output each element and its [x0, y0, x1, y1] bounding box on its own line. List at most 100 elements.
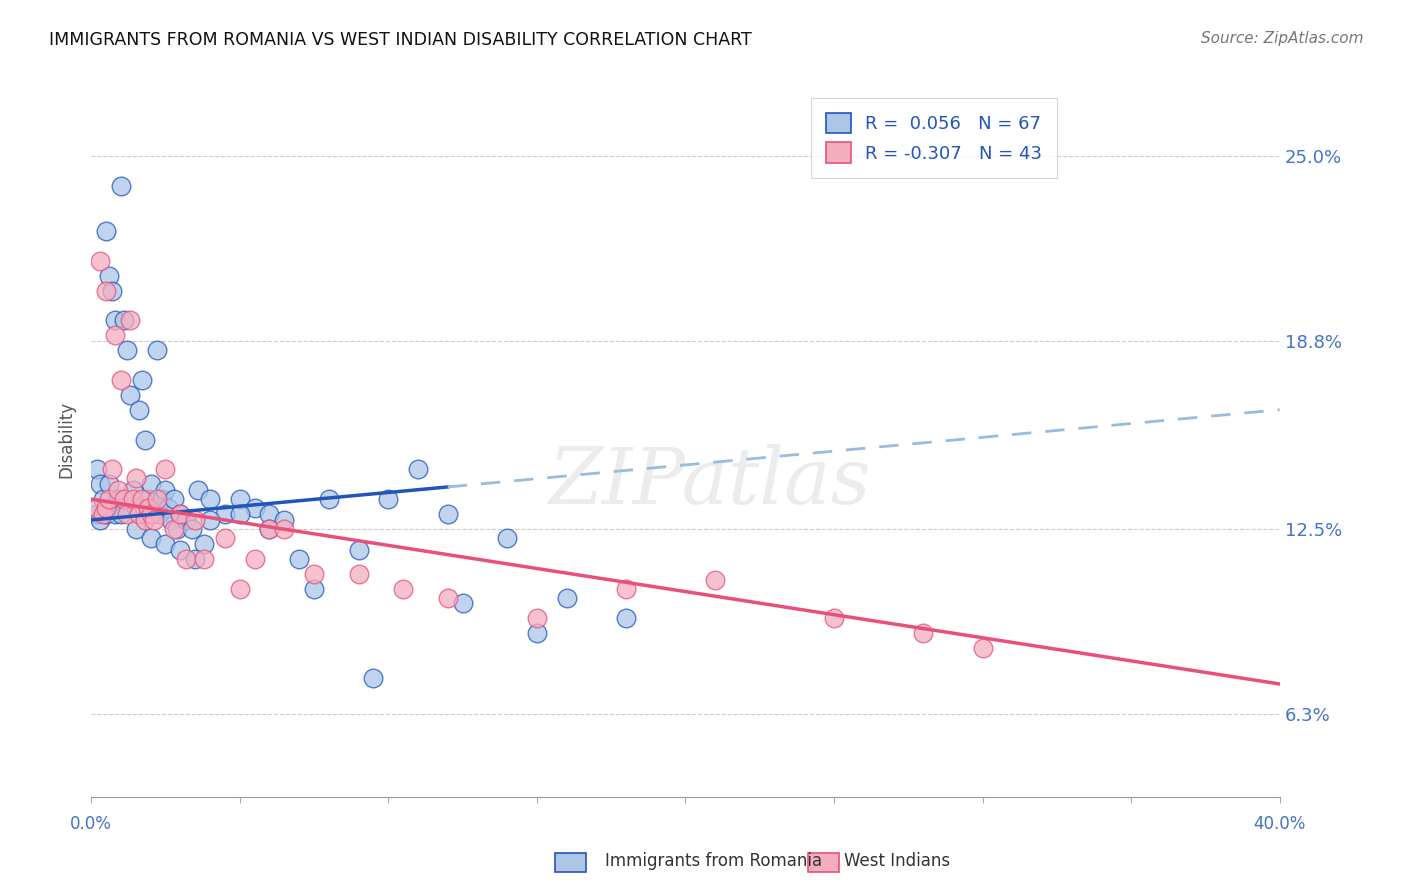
Point [214, 507, 236, 521]
Point [614, 611, 637, 625]
Point [91, 507, 114, 521]
Point [89, 477, 111, 491]
Point [273, 522, 295, 536]
Point [198, 513, 221, 527]
Point [377, 492, 399, 507]
Point [228, 507, 250, 521]
Point [98, 477, 121, 491]
Point [259, 507, 281, 521]
Point [94, 501, 117, 516]
Point [166, 522, 188, 536]
Point [125, 501, 148, 516]
Point [169, 542, 191, 557]
Point [436, 507, 458, 521]
Point [128, 402, 150, 417]
Point [823, 611, 845, 625]
Point [145, 343, 167, 358]
Point [302, 582, 325, 596]
Point [110, 179, 132, 194]
Point [451, 597, 474, 611]
Point [136, 501, 159, 516]
Point [104, 313, 127, 327]
Legend: R =  0.056   N = 67, R = -0.307   N = 43: R = 0.056 N = 67, R = -0.307 N = 43 [811, 98, 1057, 178]
Point [86, 501, 108, 516]
Point [91, 492, 114, 507]
Point [86, 462, 108, 476]
Point [101, 284, 124, 298]
Point [89, 253, 111, 268]
Point [110, 373, 132, 387]
Point [288, 551, 311, 566]
Point [89, 513, 111, 527]
Point [125, 471, 148, 485]
Text: Source: ZipAtlas.com: Source: ZipAtlas.com [1201, 31, 1364, 46]
Point [555, 591, 578, 605]
Point [98, 492, 121, 507]
Point [112, 313, 135, 327]
Point [128, 507, 150, 521]
Point [972, 641, 994, 656]
Text: 0.0%: 0.0% [70, 815, 112, 833]
Point [86, 507, 108, 521]
Point [181, 522, 204, 536]
Point [136, 492, 159, 507]
Point [104, 507, 127, 521]
Point [94, 284, 117, 298]
Point [259, 522, 281, 536]
Point [118, 313, 141, 327]
Point [107, 492, 129, 507]
Point [363, 671, 385, 685]
Point [125, 522, 148, 536]
Point [228, 492, 250, 507]
Point [160, 513, 183, 527]
Point [169, 507, 191, 521]
Point [142, 501, 165, 516]
Point [139, 531, 162, 545]
Point [347, 566, 370, 581]
Point [115, 343, 138, 358]
Point [243, 551, 266, 566]
Point [155, 537, 177, 551]
Text: West Indians: West Indians [844, 852, 949, 870]
Point [243, 501, 266, 516]
Point [134, 433, 156, 447]
Point [174, 513, 197, 527]
Point [193, 537, 215, 551]
Point [98, 268, 121, 283]
Point [107, 483, 129, 498]
Point [436, 591, 458, 605]
Point [273, 513, 295, 527]
Text: Immigrants from Romania: Immigrants from Romania [605, 852, 821, 870]
Point [155, 483, 177, 498]
Point [912, 626, 935, 640]
Point [406, 462, 429, 476]
Point [134, 513, 156, 527]
Point [118, 388, 141, 402]
Point [101, 501, 124, 516]
Point [104, 328, 127, 343]
Point [152, 492, 174, 507]
Point [94, 507, 117, 521]
Y-axis label: Disability: Disability [58, 401, 75, 478]
Point [302, 566, 325, 581]
Point [163, 492, 186, 507]
Point [184, 513, 207, 527]
Point [110, 507, 132, 521]
Point [526, 626, 548, 640]
Text: 40.0%: 40.0% [1254, 815, 1306, 833]
Point [187, 483, 209, 498]
Point [139, 477, 162, 491]
Point [496, 531, 519, 545]
Point [121, 492, 143, 507]
Point [614, 582, 637, 596]
Point [704, 573, 727, 587]
Point [121, 483, 143, 498]
Point [184, 551, 207, 566]
Point [392, 582, 415, 596]
Point [347, 542, 370, 557]
Point [139, 507, 162, 521]
Point [228, 582, 250, 596]
Point [157, 501, 180, 516]
Point [193, 551, 215, 566]
Point [198, 492, 221, 507]
